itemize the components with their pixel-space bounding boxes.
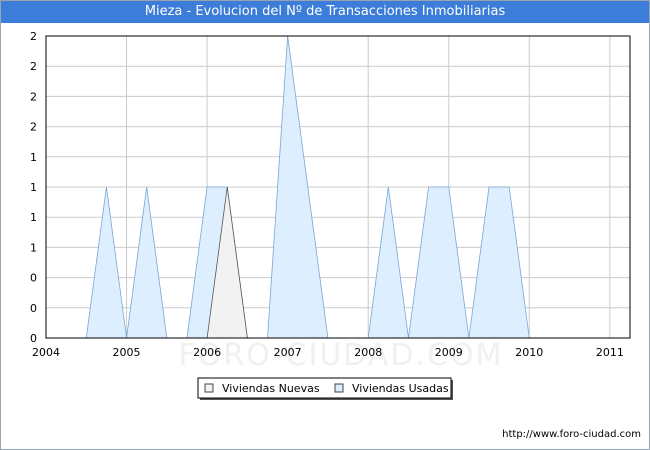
x-tick-label: 2006 <box>193 346 221 359</box>
y-tick-label: 2 <box>30 121 37 134</box>
y-tick-label: 1 <box>30 241 37 254</box>
y-tick-label: 0 <box>30 332 37 345</box>
chart-title: Mieza - Evolucion del Nº de Transaccione… <box>1 1 649 23</box>
x-tick-label: 2004 <box>32 346 60 359</box>
x-tick-label: 2007 <box>274 346 302 359</box>
legend-label-usadas: Viviendas Usadas <box>352 382 449 395</box>
y-tick-label: 1 <box>30 181 37 194</box>
footer-url[interactable]: http://www.foro-ciudad.com <box>502 429 641 440</box>
legend-swatch-usadas <box>334 383 344 393</box>
y-tick-label: 0 <box>30 302 37 315</box>
x-tick-label: 2008 <box>354 346 382 359</box>
plot-border <box>45 35 631 339</box>
y-tick-label: 1 <box>30 211 37 224</box>
x-tick-label: 2005 <box>113 346 141 359</box>
x-tick-label: 2010 <box>515 346 543 359</box>
x-tick-label: 2009 <box>435 346 463 359</box>
y-tick-label: 2 <box>30 30 37 43</box>
legend-label-nuevas: Viviendas Nuevas <box>222 382 320 395</box>
y-tick-label: 2 <box>30 90 37 103</box>
legend-swatch-nuevas <box>204 383 214 393</box>
legend-box <box>197 377 452 399</box>
series-nuevas-line <box>206 186 248 339</box>
y-tick-label: 2 <box>30 60 37 73</box>
series-usadas-line <box>85 35 530 339</box>
y-tick-label: 1 <box>30 151 37 164</box>
watermark: FORO-CIUDAD.COM <box>179 338 504 373</box>
x-tick-label: 2011 <box>596 346 624 359</box>
y-tick-label: 0 <box>30 272 37 285</box>
series-nuevas-area <box>207 187 248 338</box>
